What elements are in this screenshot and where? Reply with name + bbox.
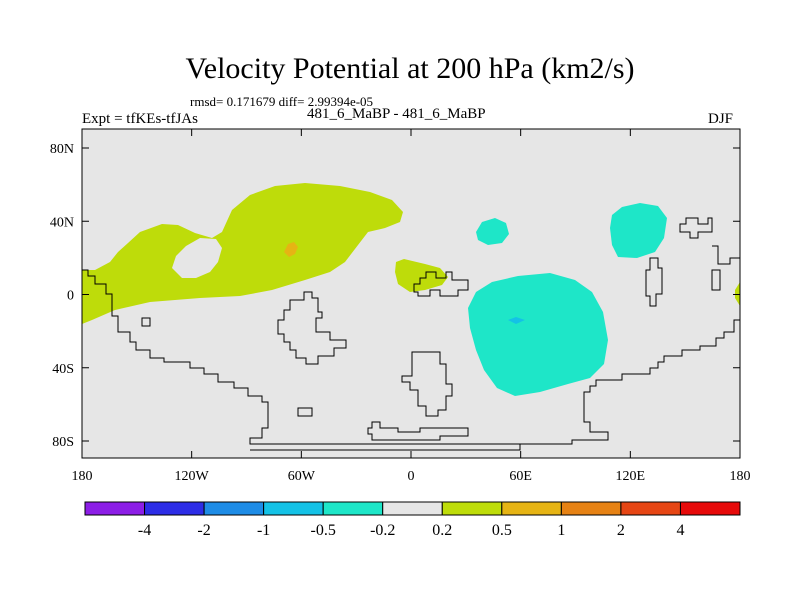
season-label: DJF <box>708 111 734 127</box>
x-tick-label: 60E <box>509 469 532 484</box>
colorbar-label: 0.5 <box>492 522 512 539</box>
teal-region-south <box>468 273 608 396</box>
x-axis: 180 120W 60W 0 60E 120E 180 <box>72 129 751 484</box>
coastline-center-north <box>413 271 469 297</box>
colorbar-label: 2 <box>617 522 625 539</box>
y-axis: 80N 40N 0 40S 80S <box>50 142 740 450</box>
olive-region-center <box>395 259 448 292</box>
coastline-east-upper <box>679 217 713 239</box>
coastline-south-america-antarctica <box>82 269 740 445</box>
y-tick-label: 40S <box>52 362 74 377</box>
colorbar: -4 -2 -1 -0.5 -0.2 0.2 0.5 1 2 4 <box>84 501 741 539</box>
positive-contour-regions <box>82 183 740 324</box>
colorbar-swatch <box>441 501 503 516</box>
coastline-east-right <box>712 245 740 265</box>
colorbar-swatch <box>203 501 265 516</box>
land-outlines <box>82 217 740 451</box>
colorbar-label: 4 <box>676 522 684 539</box>
x-tick-label: 60W <box>288 469 316 484</box>
blue-spot <box>508 317 525 324</box>
page-title: Velocity Potential at 200 hPa (km2/s) <box>185 52 635 85</box>
colorbar-label: -0.2 <box>370 522 395 539</box>
x-tick-label: 180 <box>730 469 751 484</box>
teal-region-northeast <box>610 203 667 258</box>
colorbar-swatch <box>501 501 562 516</box>
y-tick-label: 40N <box>50 215 74 230</box>
colorbar-swatch <box>679 501 741 516</box>
colorbar-label: -2 <box>197 522 210 539</box>
coastline-east-middle <box>645 257 663 307</box>
x-tick-label: 120E <box>616 469 646 484</box>
coastline-small-island-1 <box>141 317 151 327</box>
stats-label: rmsd= 0.171679 diff= 2.99394e-05 <box>190 94 374 109</box>
colorbar-swatch <box>144 501 205 516</box>
orange-spot <box>284 242 298 257</box>
experiment-label: Expt = tfKEs-tfJAs <box>82 111 198 127</box>
x-tick-label: 180 <box>72 469 93 484</box>
colorbar-swatch <box>263 501 324 516</box>
coastline-central-landmass <box>277 291 347 365</box>
comparison-label: 481_6_MaBP - 481_6_MaBP <box>307 106 486 122</box>
coastline-southern-landmass <box>401 351 453 417</box>
coastline-antarctic-shelf <box>250 444 521 451</box>
neutral-hole <box>172 238 222 278</box>
colorbar-label: -0.5 <box>311 522 336 539</box>
colorbar-label: -1 <box>257 522 270 539</box>
y-tick-label: 80N <box>50 142 74 157</box>
coastline-island-chain <box>367 421 469 441</box>
y-tick-label: 80S <box>52 435 74 450</box>
coastline-east-lower <box>711 269 721 291</box>
colorbar-swatch <box>84 501 146 516</box>
teal-region-north-small <box>476 218 509 245</box>
colorbar-label: -4 <box>138 522 151 539</box>
x-tick-label: 120W <box>175 469 210 484</box>
colorbar-label: 1 <box>557 522 565 539</box>
colorbar-swatch <box>620 501 681 516</box>
coastline-small-island-2 <box>297 407 313 417</box>
olive-region-west <box>82 183 403 324</box>
y-tick-label: 0 <box>67 289 74 304</box>
colorbar-label: 0.2 <box>432 522 452 539</box>
colorbar-swatch <box>382 501 443 516</box>
colorbar-swatch <box>560 501 622 516</box>
x-tick-label: 0 <box>408 469 415 484</box>
map-plot: 180 120W 60W 0 60E 120E 180 80N 40N 0 40S 80S <box>50 128 751 484</box>
negative-contour-regions <box>468 203 667 396</box>
colorbar-swatch <box>322 501 384 516</box>
